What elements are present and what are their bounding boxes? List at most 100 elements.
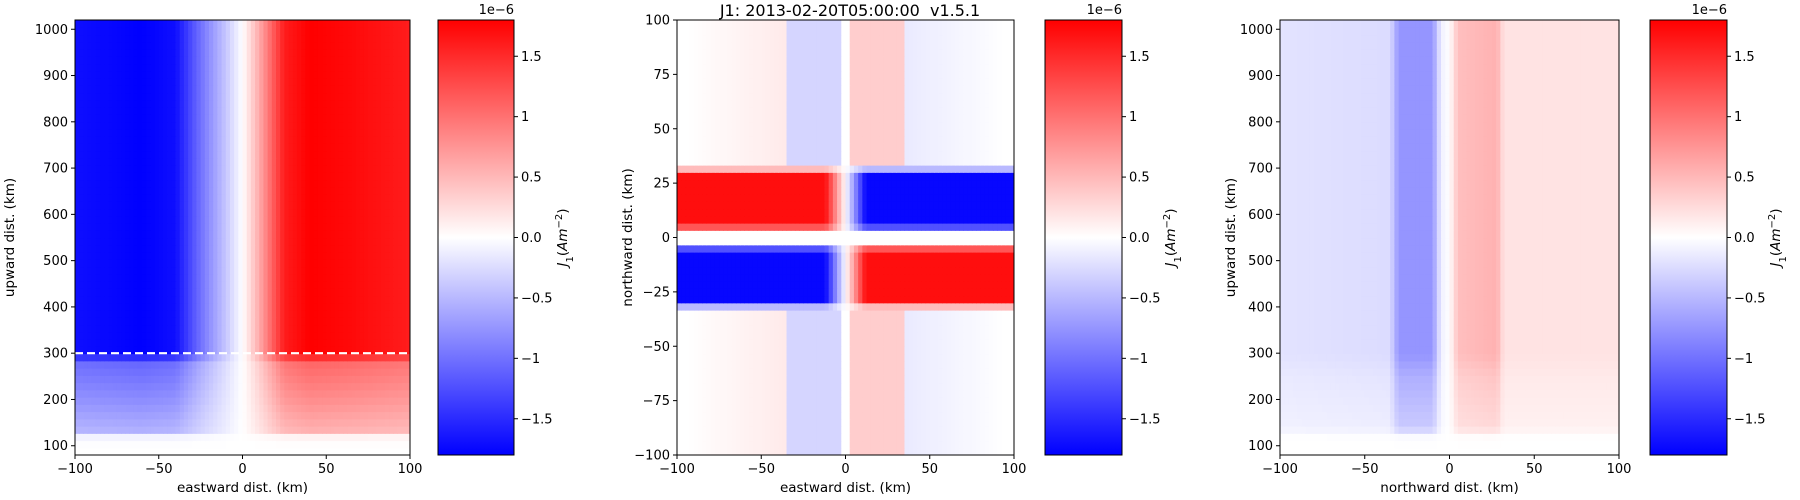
heatmap-cell [87,157,93,166]
heatmap-cell [242,346,248,355]
heatmap-cell [384,447,390,455]
heatmap-cell [83,397,89,405]
heatmap-cell [263,331,269,340]
heatmap-cell [376,244,382,253]
heatmap-cell [933,440,939,449]
heatmap-cell [75,397,80,405]
heatmap-cell [158,208,164,217]
heatmap-cell [397,136,403,144]
heatmap-cell [841,447,847,455]
heatmap-cell [125,114,131,123]
heatmap-cell [91,70,97,79]
heatmap-cell [389,440,394,449]
heatmap-cell [167,368,172,376]
heatmap-cell [322,85,327,94]
heatmap-cell [309,397,315,405]
heatmap-cell [326,331,332,340]
heatmap-cell [271,107,277,115]
heatmap-cell [355,208,361,217]
heatmap-cell [351,143,357,152]
heatmap-cell [351,194,357,202]
heatmap-cell [175,150,181,159]
heatmap-cell [363,201,369,210]
heatmap-cell [259,237,265,246]
heatmap-cell [200,41,206,50]
heatmap-cell [347,360,352,369]
heatmap-cell [292,128,298,137]
heatmap-cell [162,382,168,391]
heatmap-cell [179,223,185,231]
heatmap-cell [154,281,160,289]
heatmap-cell [363,128,369,137]
heatmap-cell [284,426,290,434]
heatmap-cell [83,92,89,101]
heatmap-cell [204,433,210,442]
heatmap-cell [104,194,110,202]
heatmap-cell [137,339,143,347]
heatmap-cell [95,201,101,210]
heatmap-cell [393,92,399,101]
heatmap-cell [179,237,185,246]
heatmap-cell [167,397,172,405]
heatmap-cell [200,201,206,210]
heatmap-cell [238,288,244,297]
heatmap-cell [288,150,294,159]
heatmap-cell [351,136,357,144]
heatmap-cell [133,368,139,376]
heatmap-cell [133,331,139,340]
heatmap-cell [355,382,361,391]
heatmap-cell [376,331,382,340]
heatmap-cell [146,41,151,50]
heatmap-cell [313,404,319,413]
heatmap-cell [242,295,248,304]
heatmap-cell [125,41,131,50]
heatmap-cell [343,215,348,224]
heatmap-cell [121,78,126,86]
heatmap-cell [150,346,156,355]
heatmap-cell [213,295,218,304]
heatmap-cell [129,397,135,405]
heatmap-cell [372,281,378,289]
heatmap-cell [292,411,298,420]
heatmap-cell [209,85,214,94]
heatmap-cell [338,426,344,434]
heatmap-cell [317,27,323,36]
heatmap-cell [384,56,390,65]
heatmap-cell [196,136,202,144]
heatmap-cell [326,447,332,455]
heatmap-cell [234,70,239,79]
heatmap-cell [376,157,382,166]
heatmap-cell [83,237,89,246]
heatmap-cell [188,136,193,144]
heatmap-cell [121,418,126,427]
heatmap-cell [405,92,410,101]
heatmap-cell [142,20,147,28]
heatmap-cell [246,447,252,455]
heatmap-cell [146,179,151,188]
heatmap-cell [372,353,378,362]
heatmap-cell [271,368,277,376]
heatmap-cell [255,107,260,115]
heatmap-cell [380,382,386,391]
heatmap-cell [305,440,311,449]
heatmap-cell [87,368,93,376]
heatmap-cell [116,259,122,268]
heatmap-cell [284,223,290,231]
heatmap-cell [238,85,244,94]
figure-suptitle: J1: 2013-02-20T05:00:00 v1.5.1 [719,1,981,20]
heatmap-cell [162,389,168,398]
heatmap-cell [313,339,319,347]
heatmap-cell [317,150,323,159]
heatmap-cell [91,41,97,50]
heatmap-cell [100,295,105,304]
heatmap-cell [192,107,198,115]
heatmap-cell [896,440,901,449]
heatmap-cell [317,273,323,282]
heatmap-cell [146,404,151,413]
heatmap-cell [368,85,373,94]
heatmap-cell [271,237,277,246]
heatmap-cell [380,281,386,289]
heatmap-cell [183,208,189,217]
heatmap-cell [401,281,407,289]
heatmap-cell [225,78,231,86]
